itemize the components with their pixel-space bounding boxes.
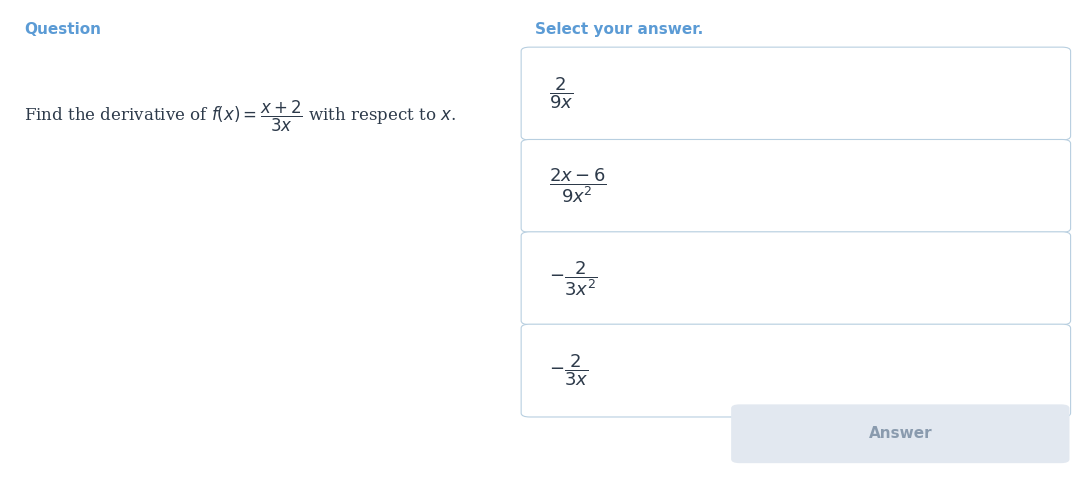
Text: $\dfrac{2x-6}{9x^2}$: $\dfrac{2x-6}{9x^2}$ bbox=[549, 167, 607, 205]
FancyBboxPatch shape bbox=[731, 404, 1070, 463]
FancyBboxPatch shape bbox=[521, 232, 1071, 325]
Text: $-\dfrac{2}{3x^2}$: $-\dfrac{2}{3x^2}$ bbox=[549, 259, 598, 297]
FancyBboxPatch shape bbox=[521, 324, 1071, 417]
Text: Answer: Answer bbox=[868, 426, 932, 441]
Text: $-\dfrac{2}{3x}$: $-\dfrac{2}{3x}$ bbox=[549, 353, 589, 388]
Text: Find the derivative of $f(x) = \dfrac{x+2}{3x}$ with respect to $x$.: Find the derivative of $f(x) = \dfrac{x+… bbox=[24, 99, 456, 134]
FancyBboxPatch shape bbox=[521, 139, 1071, 232]
Text: Question: Question bbox=[24, 22, 101, 37]
Text: Select your answer.: Select your answer. bbox=[535, 22, 704, 37]
Text: $\dfrac{2}{9x}$: $\dfrac{2}{9x}$ bbox=[549, 76, 573, 111]
FancyBboxPatch shape bbox=[521, 47, 1071, 140]
